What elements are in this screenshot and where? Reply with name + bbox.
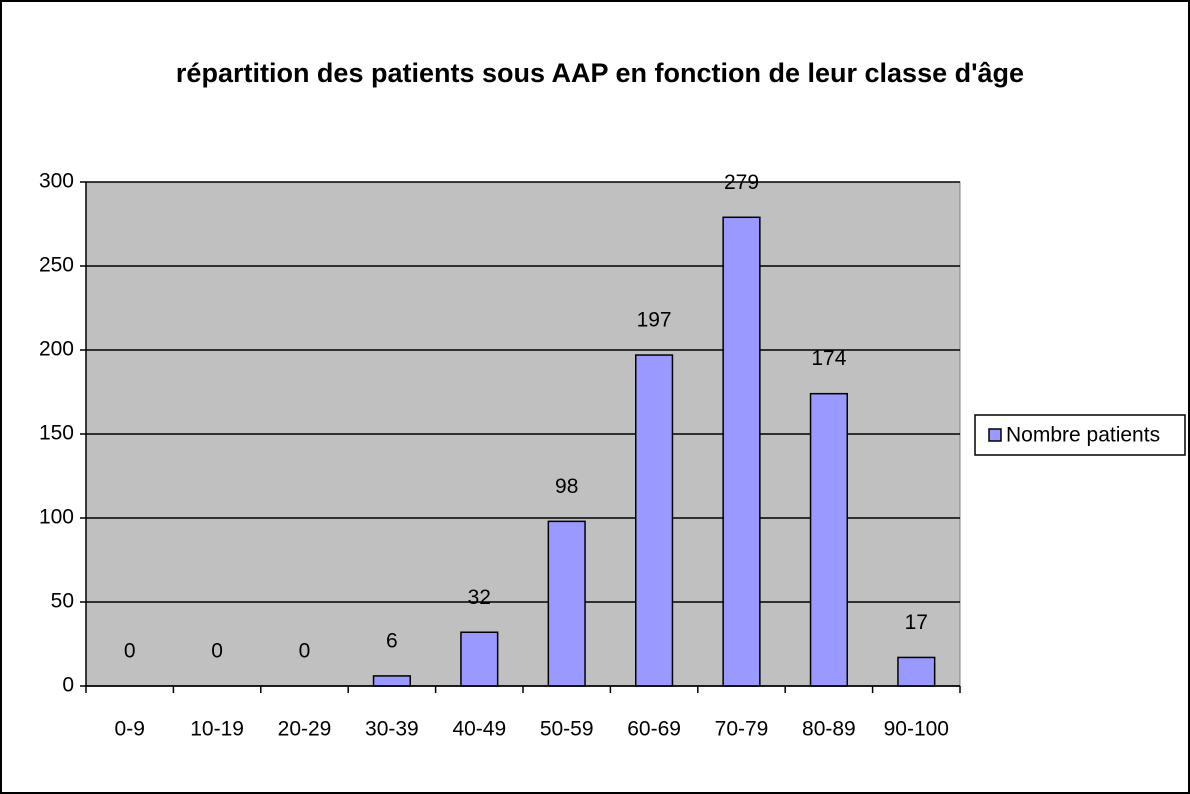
x-tick-label: 50-59 xyxy=(540,718,594,741)
x-tick-label: 90-100 xyxy=(884,718,949,741)
data-label: 0 xyxy=(124,640,136,663)
data-label: 32 xyxy=(468,586,491,609)
data-label: 0 xyxy=(299,640,311,663)
bar xyxy=(372,675,412,687)
bar xyxy=(460,631,499,687)
x-tick-label: 40-49 xyxy=(452,718,506,741)
bar xyxy=(547,520,586,687)
data-label: 6 xyxy=(386,629,398,652)
chart-title: répartition des patients sous AAP en fon… xyxy=(176,58,1024,88)
x-tick-label: 0-9 xyxy=(115,718,145,741)
y-tick-label: 0 xyxy=(62,674,74,697)
x-tick-label: 70-79 xyxy=(715,718,769,741)
data-label: 174 xyxy=(811,347,846,370)
data-label: 0 xyxy=(211,640,223,663)
legend-label: Nombre patients xyxy=(1006,424,1160,447)
y-tick-label: 300 xyxy=(39,170,74,193)
y-tick-label: 150 xyxy=(39,422,74,445)
y-tick-label: 200 xyxy=(39,338,74,361)
y-tick-label: 250 xyxy=(39,254,74,277)
data-label: 279 xyxy=(724,171,759,194)
x-tick-label: 10-19 xyxy=(190,718,244,741)
bar xyxy=(634,354,674,687)
x-tick-label: 80-89 xyxy=(802,718,856,741)
x-tick-label: 20-29 xyxy=(278,718,332,741)
legend-swatch xyxy=(988,428,1002,442)
y-tick-label: 50 xyxy=(51,590,74,613)
legend-box xyxy=(974,414,1186,456)
bar xyxy=(722,216,761,687)
y-tick-label: 100 xyxy=(39,506,74,529)
data-label: 17 xyxy=(905,611,928,634)
data-label: 197 xyxy=(637,309,672,332)
bar xyxy=(897,656,936,687)
x-tick-label: 30-39 xyxy=(365,718,419,741)
data-label: 98 xyxy=(555,475,578,498)
bar xyxy=(809,392,849,687)
x-tick-label: 60-69 xyxy=(627,718,681,741)
